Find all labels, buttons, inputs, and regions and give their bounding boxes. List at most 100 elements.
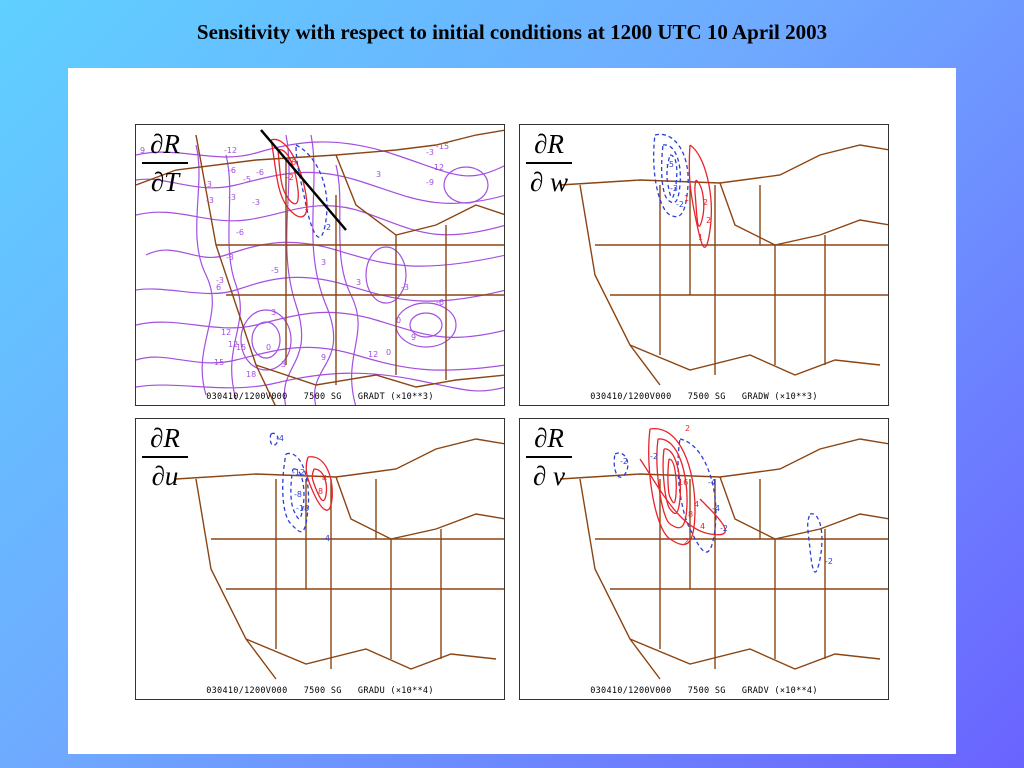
svg-text:-18: -18	[296, 504, 309, 513]
map-outline	[175, 438, 504, 680]
svg-text:4: 4	[700, 522, 705, 531]
svg-text:18: 18	[246, 370, 256, 379]
map-dT: 9 -12 -15 -6 -5 -6 -3 3 -3 -3 -12 -9 -3 …	[136, 129, 504, 405]
svg-text:2: 2	[326, 223, 331, 232]
map-dv: -2 -2 2 16 4 8 4 2 -4 -4 -2 -2	[559, 424, 888, 680]
svg-text:15: 15	[214, 358, 224, 367]
svg-text:3: 3	[281, 360, 286, 369]
panel-footer-u: 030410/1200V000 7500 SG GRADU (×10**4)	[206, 686, 434, 696]
svg-text:-12: -12	[431, 163, 444, 172]
svg-text:-15: -15	[436, 142, 449, 151]
temperature-contours	[136, 134, 504, 405]
partial-derivative-label-w: ∂R ∂ w	[524, 129, 574, 197]
map-outline	[559, 438, 888, 680]
contour-labels-u: -4 -12 -8 8 -18 -4 4	[276, 434, 330, 543]
panel-footer-w: 030410/1200V000 7500 SG GRADW (×10**3)	[590, 392, 818, 402]
svg-text:1: 1	[698, 233, 703, 242]
positive-contours	[305, 456, 333, 511]
svg-text:-2: -2	[676, 200, 684, 209]
svg-text:-3: -3	[426, 148, 434, 157]
panel-footer-v: 030410/1200V000 7500 SG GRADV (×10**4)	[590, 686, 818, 696]
svg-text:-4: -4	[708, 478, 716, 487]
svg-text:-2: -2	[720, 524, 728, 533]
svg-text:16: 16	[678, 478, 688, 487]
svg-text:-3: -3	[216, 276, 224, 285]
svg-text:3: 3	[376, 170, 381, 179]
svg-text:2: 2	[684, 537, 689, 546]
svg-text:4: 4	[322, 474, 327, 483]
contour-labels-T-dipole: -2 2 6 1 0	[286, 158, 391, 357]
partial-derivative-label-T: ∂R ∂T	[140, 129, 190, 197]
map-panel-dT: 9 -12 -15 -6 -5 -6 -3 3 -3 -3 -12 -9 -3 …	[135, 124, 505, 406]
svg-text:2: 2	[706, 216, 711, 225]
map-du: -4 -12 -8 8 -18 -4 4	[175, 432, 504, 680]
svg-text:0: 0	[266, 343, 271, 352]
svg-text:-9: -9	[426, 178, 434, 187]
svg-text:-5: -5	[666, 160, 674, 169]
svg-text:-2: -2	[286, 173, 294, 182]
svg-text:-3: -3	[401, 283, 409, 292]
svg-text:-2: -2	[825, 557, 833, 566]
cross-section-line	[260, 129, 347, 231]
svg-text:-6: -6	[236, 228, 244, 237]
contour-labels-w: -5 -3 -2 1 2 1 2	[666, 160, 711, 242]
partial-derivative-label-u: ∂R ∂u	[140, 423, 190, 491]
positive-contours	[639, 428, 726, 546]
svg-text:-3: -3	[204, 180, 212, 189]
svg-text:9: 9	[140, 146, 145, 155]
svg-text:1: 1	[684, 194, 689, 203]
svg-text:-6: -6	[256, 168, 264, 177]
svg-text:12: 12	[221, 328, 231, 337]
slide-title: Sensitivity with respect to initial cond…	[196, 20, 828, 44]
svg-text:3: 3	[356, 278, 361, 287]
svg-text:15: 15	[236, 343, 246, 352]
map-panel-dv: -2 -2 2 16 4 8 4 2 -4 -4 -2 -2 ∂R ∂ v 03…	[519, 418, 889, 700]
svg-text:-4: -4	[712, 504, 720, 513]
svg-text:-3: -3	[228, 193, 236, 202]
svg-text:-6: -6	[228, 166, 236, 175]
negative-contours	[269, 432, 310, 533]
svg-text:6: 6	[216, 283, 221, 292]
map-dw: -5 -3 -2 1 2 1 2	[559, 133, 888, 386]
svg-text:0: 0	[386, 348, 391, 357]
svg-text:-6: -6	[436, 298, 444, 307]
svg-text:-2: -2	[650, 452, 658, 461]
svg-text:-3: -3	[670, 184, 678, 193]
svg-text:0: 0	[396, 316, 401, 325]
map-panel-du: -4 -12 -8 8 -18 -4 4 ∂R ∂u 030410/1200V0…	[135, 418, 505, 700]
svg-text:-8: -8	[294, 490, 302, 499]
svg-text:9: 9	[411, 333, 416, 342]
figure-panel: 9 -12 -15 -6 -5 -6 -3 3 -3 -3 -12 -9 -3 …	[68, 68, 956, 754]
map-outline	[136, 129, 504, 405]
positive-contours	[270, 138, 308, 218]
svg-text:8: 8	[318, 487, 323, 496]
svg-text:-5: -5	[271, 266, 279, 275]
svg-text:-4: -4	[276, 434, 284, 443]
svg-text:3: 3	[271, 308, 276, 317]
map-panel-dw: -5 -3 -2 1 2 1 2 ∂R ∂ w 030410/1200V000 …	[519, 124, 889, 406]
svg-text:6: 6	[291, 158, 296, 167]
svg-text:-12: -12	[224, 146, 237, 155]
svg-text:-3: -3	[206, 196, 214, 205]
contour-labels-v: -2 -2 2 16 4 8 4 2 -4 -4 -2 -2	[620, 424, 833, 566]
svg-text:2: 2	[685, 424, 690, 433]
svg-text:-12: -12	[292, 468, 305, 477]
svg-text:8: 8	[688, 510, 693, 519]
svg-text:-2: -2	[620, 457, 628, 466]
partial-derivative-label-v: ∂R ∂ v	[524, 423, 574, 491]
svg-text:2: 2	[703, 198, 708, 207]
contour-labels-T: 9 -12 -15 -6 -5 -6 -3 3 -3 -3 -12 -9 -3 …	[140, 142, 449, 379]
svg-text:1: 1	[304, 203, 309, 212]
svg-text:-3: -3	[252, 198, 260, 207]
panel-footer-T: 030410/1200V000 7500 SG GRADT (×10**3)	[206, 392, 434, 402]
svg-text:4: 4	[694, 500, 699, 509]
svg-text:12: 12	[228, 340, 238, 349]
svg-text:12: 12	[368, 350, 378, 359]
map-outline	[559, 144, 888, 386]
svg-text:-3: -3	[226, 253, 234, 262]
svg-text:9: 9	[321, 353, 326, 362]
positive-contours	[688, 144, 712, 248]
negative-contours	[653, 133, 689, 218]
svg-text:-4: -4	[322, 534, 330, 543]
svg-text:3: 3	[321, 258, 326, 267]
